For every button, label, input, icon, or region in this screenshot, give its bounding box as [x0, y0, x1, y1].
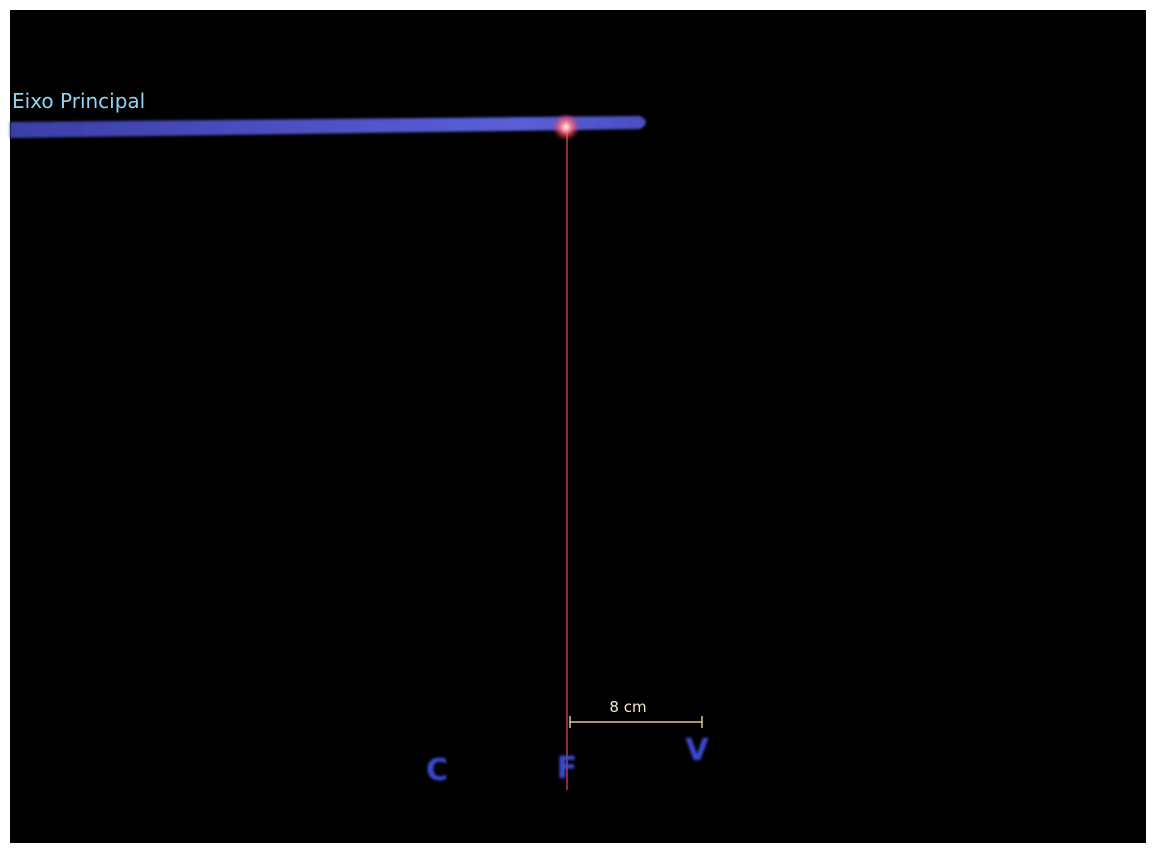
point-label: F [557, 751, 578, 786]
distance-label: 8 cm [609, 698, 646, 716]
point-label: V [685, 733, 709, 768]
focal-glow [552, 113, 580, 141]
point-label: C [426, 753, 448, 788]
axis-label: Eixo Principal [12, 89, 145, 113]
simulation-view: Eixo Principal 8 cm C F V [0, 0, 1154, 851]
